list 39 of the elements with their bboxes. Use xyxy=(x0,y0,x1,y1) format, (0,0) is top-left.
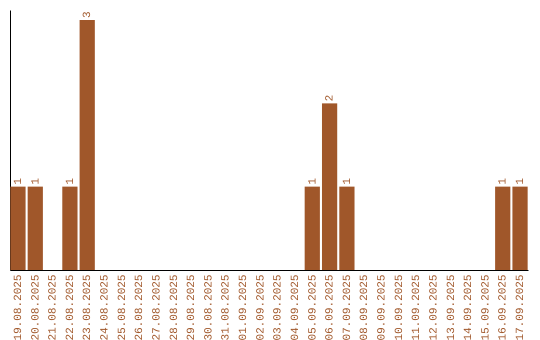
data-label: 1 xyxy=(342,178,354,185)
data-label: 1 xyxy=(515,178,528,185)
x-tick-label: 31.08.2025 xyxy=(220,274,233,340)
data-label: 1 xyxy=(30,178,42,185)
x-tick-label: 22.08.2025 xyxy=(64,274,77,340)
x-tick-label: 06.09.2025 xyxy=(324,274,337,340)
data-label: 1 xyxy=(12,178,25,185)
x-tick-label: 23.08.2025 xyxy=(82,274,94,340)
x-tick-label: 29.08.2025 xyxy=(186,274,198,340)
data-label: 1 xyxy=(64,178,77,185)
x-tick-label: 30.08.2025 xyxy=(203,274,216,340)
x-tick-label: 02.09.2025 xyxy=(255,274,268,340)
x-tick-label: 07.09.2025 xyxy=(342,274,354,340)
x-tick-label: 15.09.2025 xyxy=(480,274,492,340)
x-tick-label: 04.09.2025 xyxy=(290,274,302,340)
x-tick-label: 09.09.2025 xyxy=(376,274,389,340)
data-label: 1 xyxy=(498,178,510,185)
data-label: 2 xyxy=(324,94,337,102)
x-tick-label: 17.09.2025 xyxy=(515,274,528,340)
data-label: 3 xyxy=(82,11,94,18)
x-tick-label: 25.08.2025 xyxy=(116,274,129,340)
x-tick-label: 03.09.2025 xyxy=(272,274,285,340)
x-tick-label: 10.09.2025 xyxy=(394,274,406,340)
x-tick-label: 05.09.2025 xyxy=(307,274,320,340)
x-tick-label: 12.09.2025 xyxy=(428,274,440,340)
data-label: 1 xyxy=(307,178,320,185)
x-tick-label: 16.09.2025 xyxy=(498,274,510,340)
x-tick-label: 19.08.2025 xyxy=(12,274,25,340)
x-tick-label: 11.09.2025 xyxy=(411,274,424,340)
x-tick-label: 01.09.2025 xyxy=(238,274,250,340)
x-tick-label: 26.08.2025 xyxy=(134,274,146,340)
x-tick-label: 08.09.2025 xyxy=(359,274,372,340)
x-tick-label: 14.09.2025 xyxy=(463,274,476,340)
x-tick-label: 20.08.2025 xyxy=(30,274,42,340)
x-tick-label: 21.08.2025 xyxy=(48,274,60,340)
x-tick-label: 28.08.2025 xyxy=(168,274,181,340)
x-tick-label: 24.08.2025 xyxy=(100,274,112,340)
x-tick-label: 13.09.2025 xyxy=(446,274,458,340)
x-tick-label: 27.08.2025 xyxy=(151,274,164,340)
